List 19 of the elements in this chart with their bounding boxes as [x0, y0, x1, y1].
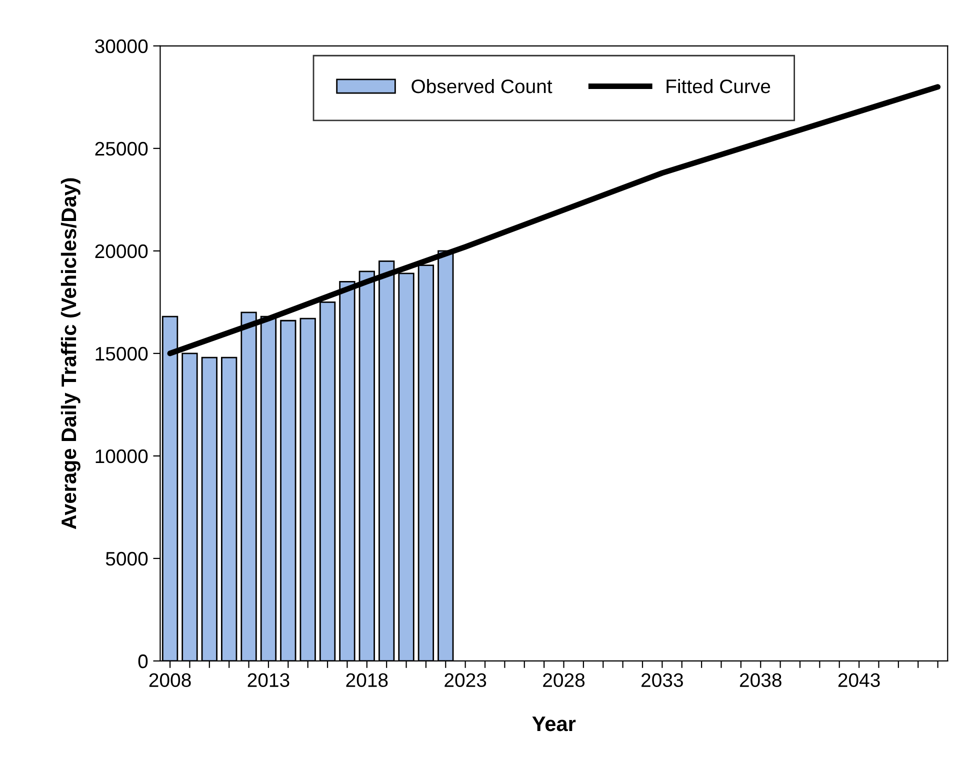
x-axis-title: Year: [532, 716, 576, 732]
y-tick-label: 15000: [96, 346, 148, 361]
x-tick-label: 2038: [740, 673, 782, 688]
y-tick-label: 10000: [96, 449, 148, 464]
x-tick-label: 2008: [149, 673, 191, 688]
x-tick-label: 2028: [543, 673, 585, 688]
x-tick-label: 2043: [838, 673, 880, 688]
x-tick-label: 2018: [346, 673, 388, 688]
y-tick-label: 5000: [106, 552, 148, 566]
y-tick-label: 20000: [95, 244, 148, 258]
x-tick-label: 2033: [642, 673, 683, 688]
y-axis-title: Average Daily Traffic (Vehicles/Day): [60, 178, 80, 530]
x-tick-label: 2013: [248, 673, 290, 688]
y-tick-label: 0: [138, 654, 148, 668]
legend-label: Observed Count: [412, 78, 552, 94]
y-tick-label: 25000: [95, 142, 148, 156]
y-tick-label: 30000: [95, 39, 148, 54]
legend-label: Fitted Curve: [666, 78, 770, 94]
x-tick-label: 2023: [444, 673, 486, 688]
